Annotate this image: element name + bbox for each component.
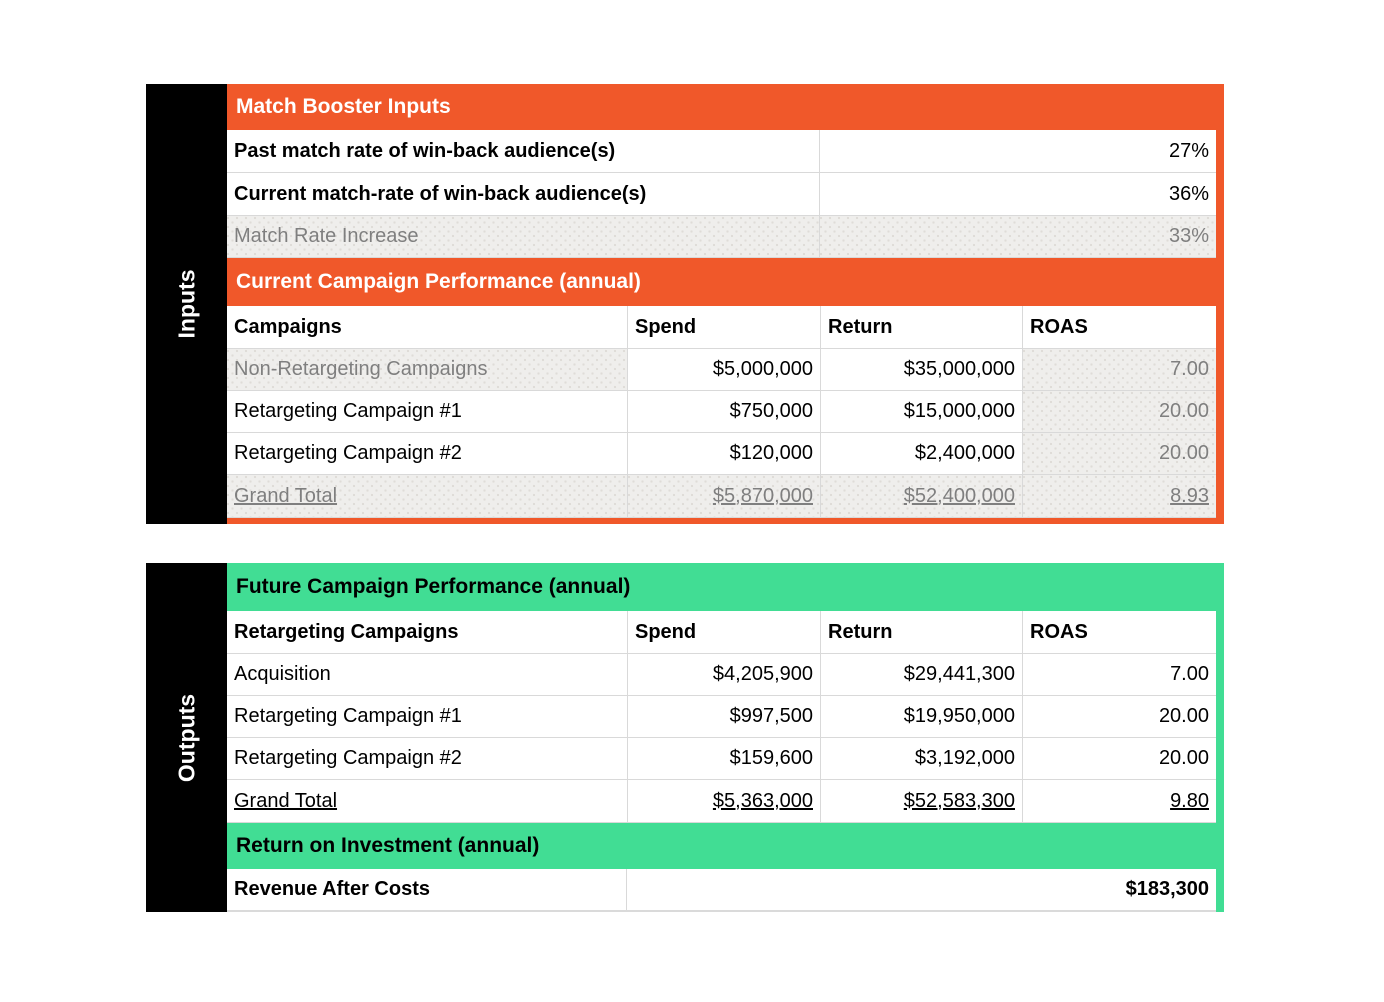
inputs-section: Inputs Match Booster Inputs Past match r…	[146, 84, 1224, 524]
return-cell[interactable]: $35,000,000	[820, 349, 1022, 390]
roas-cell: 7.00	[1022, 349, 1216, 390]
col-spend: Spend	[627, 611, 820, 653]
spend-cell: $5,363,000	[627, 780, 820, 822]
revenue-after-costs-value: $183,300	[1125, 878, 1209, 900]
current-match-rate-row: Current match-rate of win-back audience(…	[227, 173, 1216, 216]
return-on-investment-header: Return on Investment (annual)	[227, 823, 1216, 869]
col-return: Return	[820, 306, 1022, 348]
current-match-rate-label: Current match-rate of win-back audience(…	[227, 173, 820, 215]
table-row-non-retargeting: Non-Retargeting Campaigns $5,000,000 $35…	[227, 349, 1216, 391]
outputs-rail: Outputs	[146, 563, 227, 912]
return-cell: $52,583,300	[820, 780, 1022, 822]
campaign-cell: Retargeting Campaign #1	[234, 705, 462, 727]
table-row-grand-total: Grand Total $5,363,000 $52,583,300 9.80	[227, 780, 1216, 823]
campaign-cell: Grand Total	[227, 475, 627, 517]
table-row-retargeting-2: Retargeting Campaign #2 $120,000 $2,400,…	[227, 433, 1216, 475]
table-row-retargeting-1: Retargeting Campaign #1 $997,500 $19,950…	[227, 696, 1216, 738]
spend-cell: $997,500	[627, 696, 820, 737]
future-campaign-performance-header: Future Campaign Performance (annual)	[227, 563, 1216, 611]
match-booster-inputs-header: Match Booster Inputs	[227, 84, 1216, 130]
return-cell[interactable]: $2,400,000	[820, 433, 1022, 474]
current-match-rate-value[interactable]: 36%	[1168, 182, 1209, 205]
roas-cell: 9.80	[1022, 780, 1216, 822]
current-performance-column-header-row: Campaigns Spend Return ROAS	[227, 306, 1216, 349]
col-roas: ROAS	[1022, 611, 1216, 653]
roas-cell: 7.00	[1022, 654, 1216, 695]
return-cell: $3,192,000	[820, 738, 1022, 779]
campaign-cell[interactable]: Retargeting Campaign #1	[234, 400, 462, 422]
roas-cell: 20.00	[1022, 696, 1216, 737]
return-cell: $29,441,300	[820, 654, 1022, 695]
return-cell[interactable]: $15,000,000	[820, 391, 1022, 432]
return-cell: $19,950,000	[820, 696, 1022, 737]
match-rate-increase-row: Match Rate Increase 33%	[227, 216, 1216, 258]
campaign-cell: Non-Retargeting Campaigns	[227, 349, 627, 390]
past-match-rate-value[interactable]: 27%	[1168, 139, 1209, 162]
spend-cell: $159,600	[627, 738, 820, 779]
past-match-rate-label: Past match rate of win-back audience(s)	[227, 130, 820, 172]
spend-cell[interactable]: $5,000,000	[627, 349, 820, 390]
campaign-cell: Acquisition	[234, 663, 331, 685]
outputs-rail-label: Outputs	[173, 693, 199, 782]
inputs-sheet: Match Booster Inputs Past match rate of …	[227, 84, 1224, 524]
match-rate-increase-label: Match Rate Increase	[227, 216, 820, 257]
roas-cell: 20.00	[1022, 391, 1216, 432]
match-rate-increase-value: 33%	[820, 216, 1216, 257]
roas-cell: 8.93	[1022, 475, 1216, 517]
future-performance-column-header-row: Retargeting Campaigns Spend Return ROAS	[227, 611, 1216, 654]
col-campaigns: Campaigns	[234, 315, 342, 338]
col-roas: ROAS	[1022, 306, 1216, 348]
campaign-cell: Retargeting Campaign #2	[234, 747, 462, 769]
spend-cell: $5,870,000	[627, 475, 820, 517]
campaign-cell: Grand Total	[234, 789, 338, 812]
outputs-section: Outputs Future Campaign Performance (ann…	[146, 563, 1224, 912]
inputs-rail-label: Inputs	[173, 269, 199, 339]
revenue-after-costs-label: Revenue After Costs	[227, 869, 627, 910]
revenue-after-costs-row: Revenue After Costs $183,300	[227, 869, 1216, 912]
table-row-retargeting-2: Retargeting Campaign #2 $159,600 $3,192,…	[227, 738, 1216, 780]
outputs-sheet: Future Campaign Performance (annual) Ret…	[227, 563, 1224, 912]
table-row-retargeting-1: Retargeting Campaign #1 $750,000 $15,000…	[227, 391, 1216, 433]
current-campaign-performance-header: Current Campaign Performance (annual)	[227, 258, 1216, 306]
col-retargeting-campaigns: Retargeting Campaigns	[234, 620, 459, 643]
return-cell: $52,400,000	[820, 475, 1022, 517]
table-row-grand-total: Grand Total $5,870,000 $52,400,000 8.93	[227, 475, 1216, 518]
inputs-rail: Inputs	[146, 84, 227, 524]
campaign-cell[interactable]: Retargeting Campaign #2	[234, 442, 462, 464]
table-row-acquisition: Acquisition $4,205,900 $29,441,300 7.00	[227, 654, 1216, 696]
roas-cell: 20.00	[1022, 738, 1216, 779]
spend-cell[interactable]: $750,000	[627, 391, 820, 432]
col-spend: Spend	[627, 306, 820, 348]
roas-cell: 20.00	[1022, 433, 1216, 474]
spend-cell: $4,205,900	[627, 654, 820, 695]
spend-cell[interactable]: $120,000	[627, 433, 820, 474]
col-return: Return	[820, 611, 1022, 653]
past-match-rate-row: Past match rate of win-back audience(s) …	[227, 130, 1216, 173]
